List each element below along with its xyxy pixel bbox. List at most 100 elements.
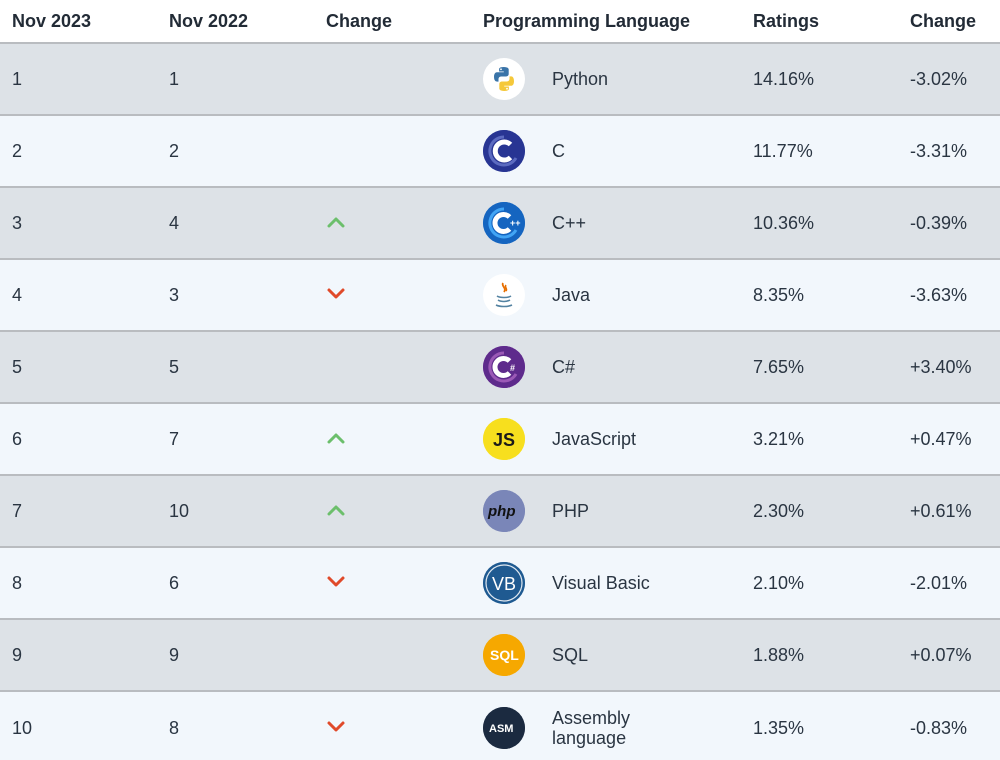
rank-current: 9 xyxy=(12,644,23,665)
rank-current: 4 xyxy=(12,284,23,305)
trend-down-icon xyxy=(327,288,345,298)
svg-text:php: php xyxy=(487,503,516,520)
rating-change: -3.02% xyxy=(910,68,968,89)
language-name[interactable]: C# xyxy=(552,357,576,377)
rating-value: 7.65% xyxy=(753,356,805,377)
language-cell: VB Visual Basic xyxy=(471,562,741,604)
rank-previous: 9 xyxy=(169,644,180,665)
rating-change: +0.07% xyxy=(910,644,972,665)
svg-text:VB: VB xyxy=(492,574,516,594)
svg-text:ASM: ASM xyxy=(489,723,513,735)
table-row: 9 9 SQL SQL 1.88% +0.07% xyxy=(0,620,1000,692)
trend-up-icon xyxy=(327,505,345,515)
rating-change: -0.39% xyxy=(910,212,968,233)
language-cell: C xyxy=(471,130,741,172)
trend-cell xyxy=(314,501,471,522)
csharp-icon: # xyxy=(483,346,525,388)
language-cell: JS JavaScript xyxy=(471,418,741,460)
rating-change: +0.61% xyxy=(910,500,972,521)
php-icon: php xyxy=(483,490,525,532)
rating-change: +0.47% xyxy=(910,428,972,449)
language-name[interactable]: Assembly language xyxy=(552,708,631,748)
rank-previous: 4 xyxy=(169,212,180,233)
header-rating-change[interactable]: Change xyxy=(910,10,977,31)
table-row: 2 2 C 11.77% -3.31% xyxy=(0,116,1000,188)
trend-down-icon xyxy=(327,721,345,731)
trend-cell xyxy=(314,429,471,450)
rank-current: 3 xyxy=(12,212,23,233)
language-cell: Python xyxy=(471,58,741,100)
language-name[interactable]: PHP xyxy=(552,501,590,521)
python-icon xyxy=(483,58,525,100)
rank-current: 2 xyxy=(12,140,23,161)
trend-up-icon xyxy=(327,433,345,443)
language-name[interactable]: C++ xyxy=(552,213,587,233)
trend-down-icon xyxy=(327,576,345,586)
language-name[interactable]: JavaScript xyxy=(552,429,637,449)
header-programming-language[interactable]: Programming Language xyxy=(483,10,691,31)
rank-previous: 3 xyxy=(169,284,180,305)
rank-previous: 7 xyxy=(169,428,180,449)
rating-value: 2.30% xyxy=(753,500,805,521)
language-name[interactable]: C xyxy=(552,141,565,161)
rating-value: 3.21% xyxy=(753,428,805,449)
rating-change: -0.83% xyxy=(910,717,968,738)
rating-value: 1.35% xyxy=(753,717,805,738)
rank-current: 8 xyxy=(12,572,23,593)
table-row: 6 7 JS JavaScript 3.21% +0.47% xyxy=(0,404,1000,476)
language-name[interactable]: SQL xyxy=(552,645,589,665)
language-name[interactable]: Java xyxy=(552,285,591,305)
rank-previous: 6 xyxy=(169,572,180,593)
header-nov-2022[interactable]: Nov 2022 xyxy=(169,10,249,31)
rank-previous: 2 xyxy=(169,140,180,161)
header-nov-2023[interactable]: Nov 2023 xyxy=(12,10,92,31)
rank-previous: 10 xyxy=(169,500,190,521)
language-cell: SQL SQL xyxy=(471,634,741,676)
svg-text:#: # xyxy=(510,363,515,373)
language-cell: Java xyxy=(471,274,741,316)
rating-value: 1.88% xyxy=(753,644,805,665)
language-cell: php PHP xyxy=(471,490,741,532)
table-row: 5 5 # C# 7.65% +3.40% xyxy=(0,332,1000,404)
table-header: Nov 2023 Nov 2022 Change Programming Lan… xyxy=(0,0,1000,44)
rank-current: 5 xyxy=(12,356,23,377)
rank-previous: 1 xyxy=(169,68,180,89)
rating-change: -2.01% xyxy=(910,572,968,593)
table-row: 7 10 php PHP 2.30% +0.61% xyxy=(0,476,1000,548)
rank-current: 6 xyxy=(12,428,23,449)
rating-value: 11.77% xyxy=(753,140,813,161)
trend-cell xyxy=(314,213,471,234)
rating-value: 8.35% xyxy=(753,284,805,305)
java-icon xyxy=(483,274,525,316)
header-change[interactable]: Change xyxy=(326,10,393,31)
language-name[interactable]: Python xyxy=(552,69,609,89)
language-cell: # C# xyxy=(471,346,741,388)
cpp-icon: ++ xyxy=(483,202,525,244)
rating-change: +3.40% xyxy=(910,356,972,377)
rank-current: 1 xyxy=(12,68,23,89)
trend-cell xyxy=(314,718,471,739)
table-row: 8 6 VB Visual Basic 2.10% -2.01% xyxy=(0,548,1000,620)
svg-text:++: ++ xyxy=(510,218,521,228)
trend-up-icon xyxy=(327,217,345,227)
table-row: 10 8 ASM Assembly language 1.35% -0.83% xyxy=(0,692,1000,760)
rank-previous: 8 xyxy=(169,717,180,738)
table-row: 4 3 Java 8.35% -3.63% xyxy=(0,260,1000,332)
svg-text:SQL: SQL xyxy=(490,647,519,663)
language-cell: ASM Assembly language xyxy=(471,707,741,749)
rating-value: 10.36% xyxy=(753,212,815,233)
rating-change: -3.63% xyxy=(910,284,968,305)
header-ratings[interactable]: Ratings xyxy=(753,10,820,31)
c-icon xyxy=(483,130,525,172)
rating-value: 14.16% xyxy=(753,68,815,89)
rank-current: 7 xyxy=(12,500,23,521)
rank-previous: 5 xyxy=(169,356,180,377)
rating-change: -3.31% xyxy=(910,140,968,161)
rating-value: 2.10% xyxy=(753,572,805,593)
trend-cell xyxy=(314,285,471,306)
javascript-icon: JS xyxy=(483,418,525,460)
language-name[interactable]: Visual Basic xyxy=(552,573,650,593)
table-row: 3 4 ++ C++ 10.36% -0.39% xyxy=(0,188,1000,260)
table-row: 1 1 Python 14.16% -3.02% xyxy=(0,44,1000,116)
